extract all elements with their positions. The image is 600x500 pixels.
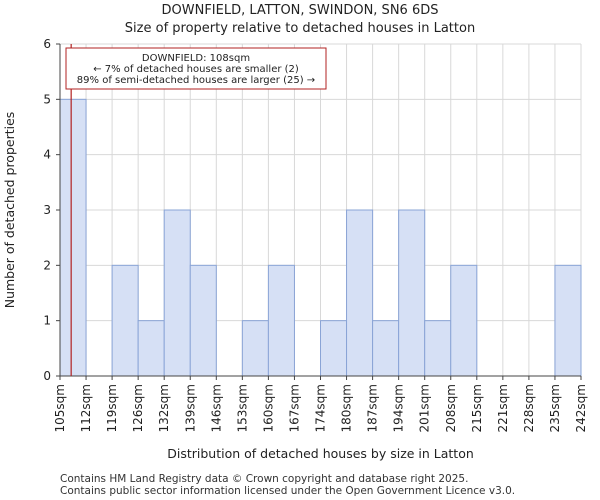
bar-153sqm: [241, 320, 269, 377]
bar-194sqm: [398, 209, 426, 377]
x-tick-label-119sqm: 119sqm: [105, 384, 119, 432]
bar-187sqm: [372, 320, 400, 377]
y-tick-label-4: 4: [43, 148, 51, 162]
y-tick-label-5: 5: [43, 92, 51, 106]
bar-119sqm: [111, 264, 139, 377]
x-tick-label-153sqm: 153sqm: [235, 384, 249, 432]
x-tick-label-174sqm: 174sqm: [314, 384, 328, 432]
bar-160sqm: [267, 264, 295, 377]
x-tick-label-208sqm: 208sqm: [444, 384, 458, 432]
x-tick-label-221sqm: 221sqm: [496, 384, 510, 432]
y-axis-label: Number of detached properties: [2, 112, 17, 309]
bar-132sqm: [163, 209, 191, 377]
bar-174sqm: [320, 320, 348, 377]
bar-208sqm: [450, 264, 478, 377]
x-tick-label-139sqm: 139sqm: [183, 384, 197, 432]
x-tick-label-215sqm: 215sqm: [470, 384, 484, 432]
x-axis-label: Distribution of detached houses by size …: [167, 446, 474, 461]
bar-139sqm: [189, 264, 217, 377]
y-tick-label-6: 6: [43, 37, 51, 51]
y-tick-label-0: 0: [43, 369, 51, 383]
bar-180sqm: [346, 209, 374, 377]
x-tick-label-201sqm: 201sqm: [418, 384, 432, 432]
annotation-line-2: ← 7% of detached houses are smaller (2): [93, 64, 299, 75]
x-tick-label-194sqm: 194sqm: [392, 384, 406, 432]
bar-126sqm: [137, 320, 165, 377]
x-tick-label-228sqm: 228sqm: [522, 384, 536, 432]
chart-title-address: DOWNFIELD, LATTON, SWINDON, SN6 6DS: [161, 3, 439, 18]
x-tick-label-160sqm: 160sqm: [261, 384, 275, 432]
footer-licence: Contains public sector information licen…: [60, 485, 516, 497]
x-tick-label-126sqm: 126sqm: [131, 384, 145, 432]
bar-235sqm: [554, 264, 582, 377]
x-tick-label-180sqm: 180sqm: [340, 384, 354, 432]
x-tick-label-146sqm: 146sqm: [209, 384, 223, 432]
chart-title: Size of property relative to detached ho…: [124, 21, 476, 36]
x-tick-label-112sqm: 112sqm: [79, 384, 93, 432]
y-tick-label-1: 1: [43, 314, 51, 328]
y-tick-label-3: 3: [43, 203, 51, 217]
bar-105sqm: [59, 98, 87, 377]
bar-201sqm: [424, 320, 452, 377]
annotation-line-3: 89% of semi-detached houses are larger (…: [77, 75, 315, 86]
y-tick-label-2: 2: [43, 258, 51, 272]
x-tick-label-132sqm: 132sqm: [157, 384, 171, 432]
footer-copyright: Contains HM Land Registry data © Crown c…: [60, 473, 469, 485]
x-tick-label-235sqm: 235sqm: [548, 384, 562, 432]
x-tick-label-187sqm: 187sqm: [366, 384, 380, 432]
annotation-box: [65, 47, 327, 90]
annotation-line-1: DOWNFIELD: 108sqm: [142, 53, 250, 64]
x-tick-label-242sqm: 242sqm: [574, 384, 588, 432]
x-tick-label-167sqm: 167sqm: [287, 384, 301, 432]
x-tick-label-105sqm: 105sqm: [53, 384, 67, 432]
